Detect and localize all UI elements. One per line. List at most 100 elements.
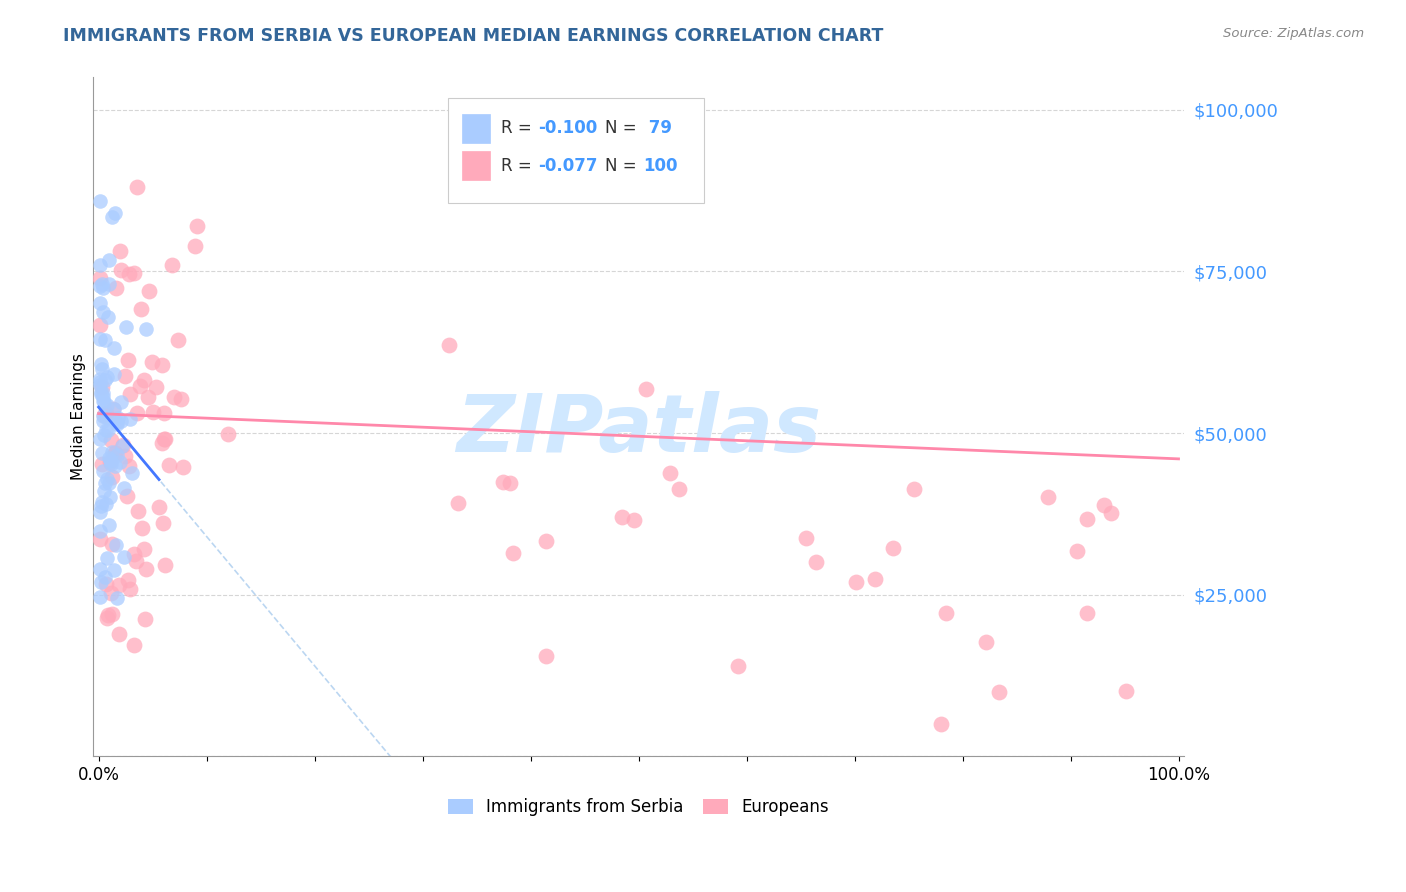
Point (89, 270, 111, 285)
Point (1066, 544, 1088, 558)
Point (1092, 499, 1115, 513)
Point (987, 684, 1010, 698)
Point (90, 574, 112, 589)
Point (110, 244, 132, 258)
Point (122, 547, 145, 561)
Point (93, 484, 115, 499)
Point (1099, 506, 1122, 520)
Point (96, 610, 118, 624)
Point (89, 505, 111, 519)
Point (114, 450, 136, 464)
Point (111, 439, 134, 453)
Point (929, 717, 952, 731)
Point (96, 473, 118, 487)
Point (90, 386, 112, 401)
Point (659, 466, 682, 480)
Y-axis label: Median Earnings: Median Earnings (72, 353, 86, 480)
Text: N =: N = (605, 120, 641, 137)
Point (100, 433, 122, 447)
Point (98, 490, 121, 504)
Text: IMMIGRANTS FROM SERBIA VS EUROPEAN MEDIAN EARNINGS CORRELATION CHART: IMMIGRANTS FROM SERBIA VS EUROPEAN MEDIA… (63, 27, 883, 45)
Point (534, 649, 557, 664)
Point (100, 586, 122, 600)
Point (107, 410, 129, 425)
Point (634, 382, 657, 396)
Point (183, 238, 205, 252)
Point (93, 408, 115, 422)
Point (90, 357, 112, 371)
Point (104, 280, 127, 294)
Point (103, 341, 125, 355)
Point (163, 390, 186, 404)
Point (108, 455, 131, 469)
Point (91, 361, 114, 376)
Point (89, 258, 111, 272)
Point (101, 445, 124, 459)
Point (111, 438, 134, 452)
Point (134, 612, 156, 626)
Point (727, 658, 749, 673)
Point (135, 562, 157, 576)
Point (104, 446, 127, 460)
Point (97, 476, 120, 491)
Point (103, 367, 125, 381)
Point (125, 180, 148, 194)
Point (93, 373, 115, 387)
Point (668, 483, 690, 497)
Point (94, 570, 117, 584)
Point (105, 538, 128, 552)
Point (89, 372, 111, 386)
Text: 79: 79 (643, 120, 672, 137)
Point (150, 436, 173, 450)
Text: -0.077: -0.077 (538, 157, 598, 175)
Point (152, 432, 174, 446)
Text: -0.100: -0.100 (538, 120, 598, 137)
Point (127, 504, 149, 518)
Point (903, 482, 925, 496)
Point (93, 386, 115, 401)
Point (100, 457, 122, 471)
Point (447, 496, 470, 510)
Point (110, 413, 132, 427)
Point (612, 510, 634, 524)
Point (118, 412, 141, 426)
Point (935, 607, 957, 621)
Point (94, 497, 117, 511)
Point (103, 206, 125, 220)
Point (105, 591, 128, 606)
Point (97, 450, 120, 465)
Point (101, 210, 124, 224)
Point (100, 455, 122, 469)
Point (89, 296, 111, 310)
Point (94, 475, 117, 490)
Point (502, 546, 524, 560)
Point (1115, 683, 1137, 698)
Point (152, 516, 174, 531)
Point (118, 387, 141, 401)
Point (153, 432, 176, 446)
Point (148, 500, 170, 514)
Point (89, 524, 111, 538)
Point (97, 310, 120, 324)
Point (157, 458, 180, 472)
Text: 100: 100 (643, 157, 678, 175)
Point (129, 302, 152, 317)
Point (89, 194, 111, 208)
Point (141, 355, 163, 369)
Point (136, 390, 159, 404)
Point (499, 476, 522, 491)
Point (91, 390, 114, 404)
Text: R =: R = (501, 157, 537, 175)
Point (98, 277, 121, 292)
Point (142, 405, 165, 419)
Point (1076, 512, 1098, 526)
Point (129, 378, 152, 392)
Legend: Immigrants from Serbia, Europeans: Immigrants from Serbia, Europeans (441, 791, 837, 822)
Point (112, 549, 135, 564)
Point (1076, 606, 1098, 620)
Point (117, 352, 139, 367)
Point (91, 280, 114, 294)
Point (865, 572, 887, 586)
FancyBboxPatch shape (461, 152, 491, 180)
Point (169, 392, 191, 406)
